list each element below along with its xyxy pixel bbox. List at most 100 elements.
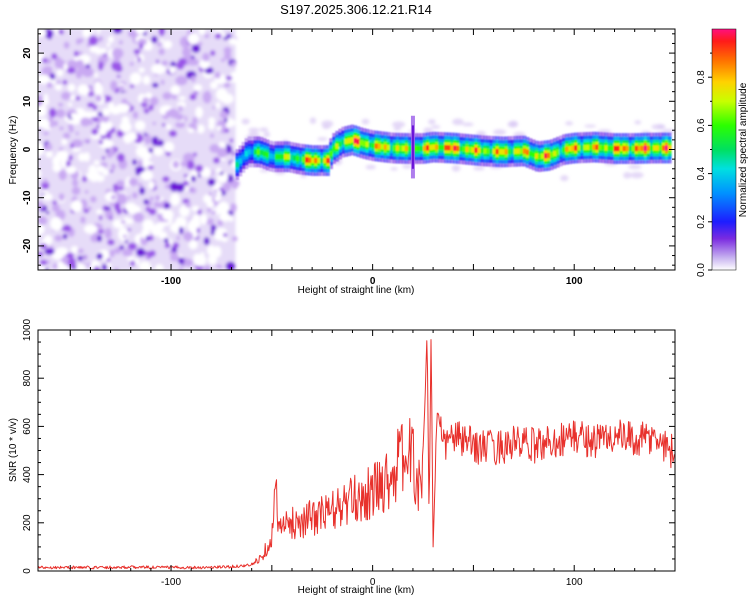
noise-wisp — [259, 127, 269, 132]
noise-blob — [118, 85, 125, 91]
noise-blob — [208, 117, 216, 125]
noise-blob — [52, 263, 58, 270]
noise-blob — [215, 101, 221, 109]
noise-blob — [118, 227, 129, 241]
noise-blob — [131, 191, 138, 199]
noise-wisp — [393, 127, 402, 131]
noise-blob — [183, 231, 194, 242]
ridge-cell — [274, 154, 279, 160]
noise-blob — [126, 132, 138, 142]
noise-blob — [96, 252, 103, 260]
noise-blob — [148, 147, 154, 153]
ridge-cell — [607, 145, 612, 151]
spectrogram-spike — [410, 115, 415, 179]
noise-blob — [168, 130, 178, 138]
noise-blob — [229, 138, 234, 143]
noise-blob — [217, 219, 224, 227]
noise-blob — [83, 139, 89, 143]
noise-blob — [67, 123, 74, 129]
noise-wisp — [361, 118, 370, 125]
noise-blob — [114, 64, 123, 73]
ridge-cell — [305, 157, 309, 163]
ridge-cell — [583, 144, 587, 151]
colorbar-label: Normalized spectral amplitude — [738, 82, 749, 217]
noise-blob — [148, 103, 154, 111]
noise-blob — [107, 239, 115, 246]
noise-blob — [184, 259, 194, 267]
ridge-cell — [419, 145, 424, 152]
ridge-cell — [444, 145, 448, 151]
noise-blob — [151, 35, 158, 44]
noise-blob — [163, 200, 168, 203]
noise-blob — [132, 111, 139, 119]
ridge-cell — [625, 145, 630, 152]
snr-xlabel: Height of straight line (km) — [298, 585, 415, 596]
noise-blob — [44, 248, 55, 255]
ridge-cell — [489, 148, 494, 154]
noise-blob — [129, 72, 142, 85]
noise-blob — [72, 179, 79, 187]
noise-blob — [153, 201, 160, 209]
noise-blob — [89, 120, 95, 126]
noise-blob — [149, 236, 154, 241]
noise-wisp — [241, 118, 250, 125]
noise-blob — [134, 258, 140, 265]
noise-wisp — [317, 137, 328, 141]
ridge-cell — [353, 138, 358, 144]
noise-blob — [109, 169, 114, 173]
noise-blob — [210, 50, 216, 56]
noise-blob — [68, 257, 76, 269]
noise-blob — [144, 254, 149, 258]
noise-blob — [179, 205, 190, 217]
noise-blob — [97, 37, 103, 43]
ridge-cell — [492, 148, 497, 155]
ridge-cell — [577, 145, 581, 151]
ridge-cell — [468, 146, 473, 153]
noise-wisp — [452, 118, 464, 126]
noise-blob — [78, 152, 87, 162]
ridge-cell — [441, 144, 445, 151]
noise-blob — [197, 124, 205, 134]
ridge-cell — [450, 145, 454, 151]
spectrogram-ridge — [235, 124, 672, 180]
noise-blob — [58, 29, 64, 35]
noise-blob — [152, 121, 157, 125]
noise-blob — [205, 218, 214, 226]
noise-blob — [45, 150, 53, 158]
noise-blob — [135, 29, 146, 35]
noise-blob — [38, 223, 45, 236]
noise-blob — [42, 193, 53, 201]
noise-blob — [172, 242, 180, 249]
ridge-cell — [474, 147, 479, 153]
noise-blob — [176, 235, 180, 241]
noise-wisp — [428, 119, 436, 125]
noise-blob — [115, 103, 130, 113]
ridge-cell — [495, 148, 500, 155]
ridge-cell — [534, 153, 539, 159]
noise-blob — [38, 201, 44, 210]
spike-core — [411, 125, 414, 169]
colorbar: 0.0 0.2 0.4 0.6 0.8 Normalized spectral ampl… — [696, 28, 749, 277]
y-tick-label: 800 — [22, 369, 33, 386]
noise-blob — [102, 56, 109, 62]
ridge-cell — [601, 145, 606, 151]
noise-blob — [96, 29, 101, 34]
x-tick-label: 100 — [566, 276, 583, 287]
noise-wisp — [560, 175, 569, 182]
ridge-cell — [504, 149, 509, 155]
noise-blob — [119, 245, 125, 250]
noise-blob — [163, 141, 175, 153]
noise-blob — [73, 50, 79, 57]
ridge-cell — [649, 145, 654, 151]
noise-blob — [208, 191, 213, 197]
noise-blob — [71, 139, 83, 148]
noise-blob — [191, 205, 200, 212]
noise-blob — [138, 67, 145, 73]
noise-blob — [170, 61, 176, 68]
noise-blob — [70, 143, 74, 149]
noise-blob — [223, 51, 232, 61]
noise-blob — [52, 120, 59, 127]
y-tick-label: 400 — [22, 466, 33, 483]
